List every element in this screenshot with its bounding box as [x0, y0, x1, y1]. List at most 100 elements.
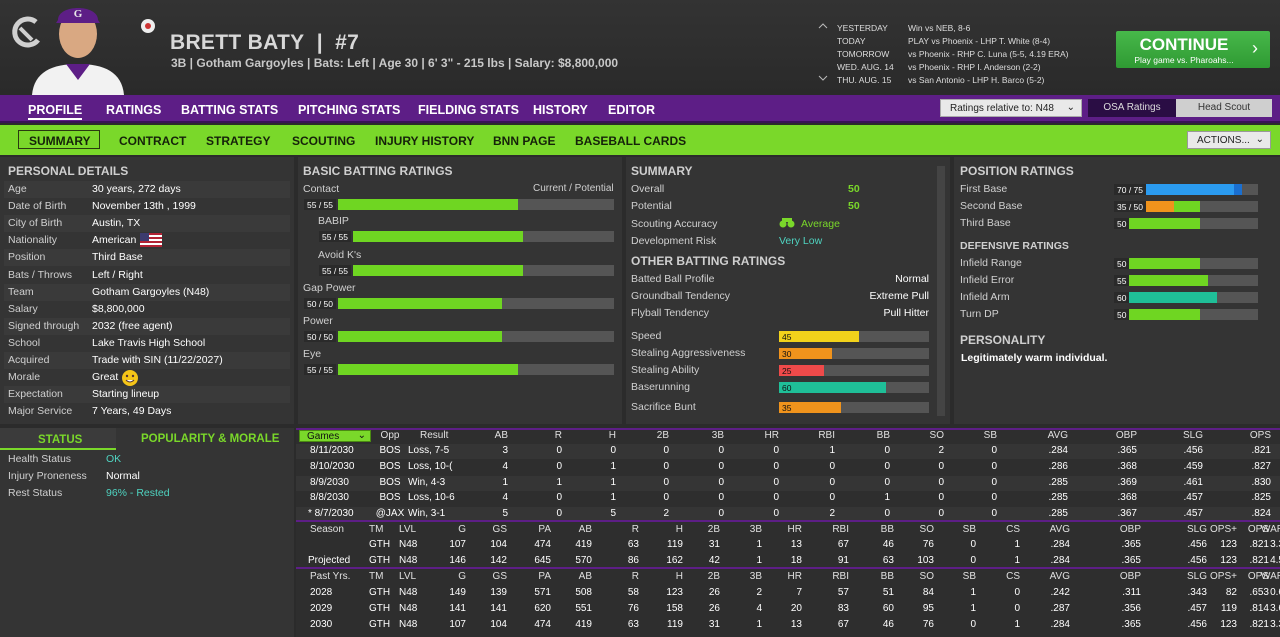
tab-ratings[interactable]: RATINGS [106, 103, 162, 117]
tab-fielding-stats[interactable]: FIELDING STATS [418, 103, 519, 117]
tab-batting-stats[interactable]: BATTING STATS [181, 103, 279, 117]
position-label: Second Base [960, 200, 1023, 212]
tab-profile[interactable]: PROFILE [28, 103, 83, 120]
defense-label: Infield Error [960, 274, 1015, 286]
game-stat-cell: BOS [379, 492, 401, 504]
table-cell: 2 [756, 587, 762, 598]
player-name: BRETT BATY | #7 [170, 31, 360, 54]
tab-pitching-stats[interactable]: PITCHING STATS [298, 103, 401, 117]
rating-badge: 50 [1114, 218, 1130, 229]
game-stat-cell: .367 [1117, 508, 1137, 520]
table-col-header: GS [492, 571, 507, 582]
games-col-header: HR [764, 430, 779, 441]
table-cell: 63 [882, 554, 894, 566]
rating-badge: 55 / 55 [319, 265, 351, 276]
tab-baseball-cards[interactable]: BASEBALL CARDS [575, 134, 687, 148]
table-cell: 119 [667, 539, 683, 550]
tab-popularity-morale[interactable]: POPULARITY & MORALE [141, 433, 280, 445]
continue-button[interactable]: CONTINUE Play game vs. Pharoahs... › [1116, 31, 1270, 68]
game-stat-cell: 1 [502, 476, 508, 488]
rating-badge: 25 [782, 366, 792, 376]
other-rating-label: Flyball Tendency [631, 307, 710, 319]
table-cell: 0 [1014, 587, 1020, 598]
game-stat-cell: 0 [773, 508, 779, 520]
detail-label: Bats / Throws [8, 268, 72, 281]
rating-badge: 70 / 75 [1114, 184, 1146, 195]
summary-scrollbar[interactable] [937, 166, 945, 416]
game-stat-cell: 0 [991, 476, 997, 488]
row-stripe [4, 386, 290, 404]
row-stripe [4, 317, 290, 335]
games-select[interactable]: Games ⌄ [299, 430, 371, 442]
game-stat-cell: 1 [610, 476, 616, 488]
player-header [0, 0, 1280, 95]
table-col-header: OPS [1247, 524, 1269, 535]
table-cell: .311 [1122, 587, 1141, 598]
table-cell: GTH [369, 554, 391, 566]
table-cell: 1 [970, 602, 976, 614]
table-cell: .821 [1249, 554, 1269, 566]
schedule-scroll-icon[interactable] [818, 22, 828, 82]
table-cell: 474 [534, 539, 551, 550]
status-label: Rest Status [8, 487, 63, 499]
table-col-header: BB [880, 524, 894, 535]
game-stat-cell: .461 [1183, 476, 1203, 488]
game-stat-cell: 0 [663, 460, 669, 472]
chevron-down-icon: ⌄ [1066, 102, 1075, 113]
schedule-game[interactable]: vs Phoenix - RHP I. Anderson (2-2) [908, 62, 1041, 72]
rating-bar-fill [779, 402, 842, 413]
table-cell: 107 [449, 618, 466, 630]
actions-dropdown[interactable]: ACTIONS... ⌄ [1187, 131, 1271, 149]
schedule-game[interactable]: vs San Antonio - LHP H. Barco (5-2) [908, 75, 1045, 85]
table-cell: 119 [667, 618, 683, 630]
tab-summary[interactable]: SUMMARY [18, 130, 100, 149]
game-logo-icon[interactable] [10, 14, 42, 52]
detail-label: Nationality [8, 234, 58, 247]
detail-value: 7 Years, 49 Days [92, 405, 172, 418]
table-cell: 18 [790, 554, 802, 566]
schedule-game[interactable]: vs Phoenix - RHP C. Luna (5-5, 4.19 ERA) [908, 49, 1069, 59]
tab-scouting[interactable]: SCOUTING [292, 134, 356, 148]
ratings-relative-select[interactable]: Ratings relative to: N48 ⌄ [940, 99, 1082, 117]
player-number: #7 [335, 31, 360, 54]
table-col-header: SB [962, 571, 976, 582]
svg-text:G: G [74, 8, 83, 20]
tab-injury-history[interactable]: INJURY HISTORY [375, 134, 475, 148]
table-cell: 571 [534, 587, 551, 598]
row-stripe [4, 249, 290, 267]
head-scout-button[interactable]: Head Scout [1176, 99, 1272, 117]
table-col-header: SB [962, 524, 976, 535]
table-cell: 103 [917, 554, 934, 566]
rating-label: Contact [303, 183, 340, 195]
divider [296, 567, 1280, 569]
rating-label: BABIP [318, 215, 349, 227]
table-col-header: GS [492, 524, 507, 535]
game-stat-cell: Win, 3-1 [408, 508, 446, 520]
running-rating-label: Baserunning [631, 381, 690, 393]
table-col-header: AB [578, 524, 592, 535]
table-cell: GTH [369, 539, 391, 550]
table-cell: .284 [1050, 618, 1070, 630]
us-flag-icon [140, 233, 162, 247]
tab-strategy[interactable]: STRATEGY [206, 134, 271, 148]
table-col-header: WAR [1261, 524, 1280, 535]
tab-history[interactable]: HISTORY [533, 103, 588, 117]
tab-editor[interactable]: EDITOR [608, 103, 655, 117]
osa-ratings-button[interactable]: OSA Ratings [1088, 99, 1176, 117]
schedule-game[interactable]: Win vs NEB, 8-6 [908, 23, 971, 33]
game-stat-cell: 0 [663, 492, 669, 504]
tab-contract[interactable]: CONTRACT [119, 134, 187, 148]
detail-label: Age [8, 183, 27, 195]
games-col-header: OPS [1249, 430, 1271, 441]
table-col-header: 2B [707, 571, 720, 582]
table-col-header: PA [538, 524, 551, 535]
tab-status[interactable]: STATUS [0, 428, 116, 450]
schedule-game[interactable]: PLAY vs Phoenix - LHP T. White (8-4) [908, 36, 1051, 46]
games-col-header: OBP [1115, 430, 1137, 441]
table-cell: 95 [922, 602, 934, 614]
table-cell: N48 [399, 587, 418, 598]
table-cell: N48 [399, 618, 418, 630]
tab-bnn-page[interactable]: BNN PAGE [493, 134, 556, 148]
table-cell: 4.5 [1270, 554, 1280, 566]
game-stat-cell: .824 [1251, 508, 1271, 520]
